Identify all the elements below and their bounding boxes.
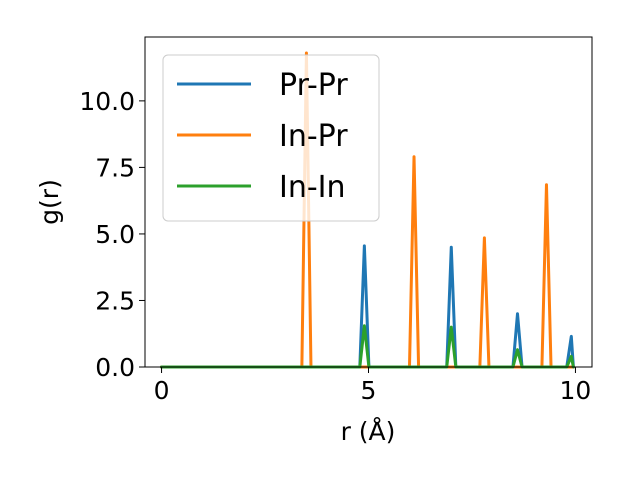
y-tick-label: 10.0 [79,87,135,116]
x-axis: 0 5 10 [154,367,592,405]
legend-label-in-pr: In-Pr [279,119,348,154]
x-axis-label: r (Å) [341,417,396,446]
legend: Pr-Pr In-Pr In-In [162,54,380,222]
x-tick-label: 10 [560,376,592,405]
legend-label-in-in: In-In [279,170,346,205]
y-axis: 0.0 2.5 5.0 7.5 10.0 [79,87,145,382]
y-axis-label: g(r) [35,179,64,225]
y-tick-label: 0.0 [95,353,135,382]
legend-box [162,54,380,222]
y-tick-label: 5.0 [95,220,135,249]
y-tick-label: 2.5 [95,286,135,315]
x-tick-label: 5 [361,376,377,405]
x-tick-label: 0 [154,376,170,405]
legend-label-pr-pr: Pr-Pr [279,68,348,103]
y-tick-label: 7.5 [95,153,135,182]
